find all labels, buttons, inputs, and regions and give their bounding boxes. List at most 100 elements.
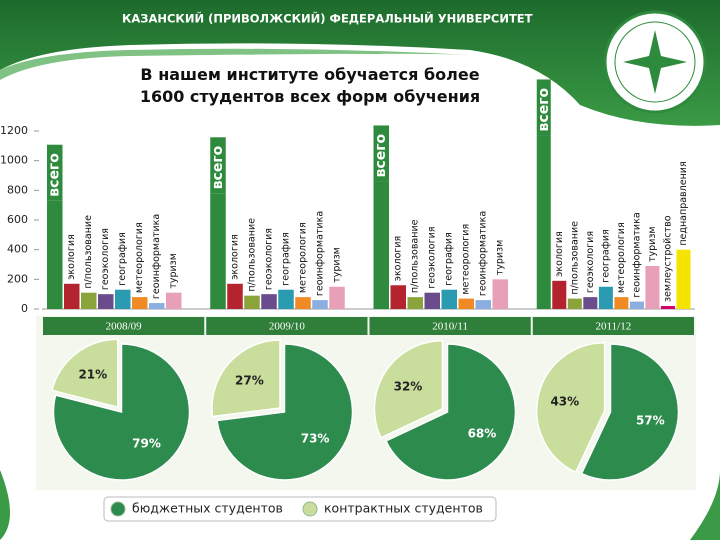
- bar: [81, 292, 97, 309]
- y-tick-label: 600: [7, 213, 28, 226]
- university-name: КАЗАНСКИЙ (ПРИВОЛЖСКИЙ) ФЕДЕРАЛЬНЫЙ УНИВ…: [122, 11, 533, 26]
- bar: [583, 297, 598, 309]
- series-label: землеустройство: [662, 215, 673, 302]
- bar: [312, 300, 328, 309]
- legend-swatch: [302, 501, 318, 517]
- total-label-box: [373, 125, 389, 182]
- series-label: география: [117, 232, 128, 286]
- series-label: туризм: [332, 247, 343, 283]
- series-label: геоинформатика: [478, 211, 489, 296]
- bar: [645, 265, 660, 309]
- header-band: [0, 0, 720, 126]
- series-label: п/пользование: [247, 218, 258, 292]
- bar: [64, 283, 80, 309]
- series-label: всего: [210, 145, 226, 189]
- pie-slice: [580, 343, 680, 481]
- year-cell: [43, 317, 205, 335]
- bar: [660, 306, 675, 309]
- series-label: метеорология: [616, 222, 627, 293]
- pie-slice: [384, 343, 517, 481]
- chart-title: В нашем институте обучается более 1600 с…: [139, 65, 481, 106]
- pie-slice: [211, 339, 281, 418]
- year-cell: [369, 317, 531, 335]
- logo-star: [623, 30, 687, 94]
- bar: [614, 297, 629, 309]
- series-label: геоинформатика: [631, 212, 642, 297]
- series-label: география: [600, 229, 611, 283]
- bar: [475, 300, 491, 309]
- bar: [98, 294, 114, 309]
- y-tick-label: 1000: [0, 154, 28, 167]
- series-label: экология: [554, 231, 565, 277]
- series-label: геоинформатика: [315, 211, 326, 296]
- total-label-box: [536, 79, 551, 136]
- y-tick-label: 200: [7, 272, 28, 285]
- pie-slice: [216, 343, 354, 481]
- bar: [47, 200, 63, 309]
- bar: [552, 280, 567, 309]
- series-label: туризм: [495, 240, 506, 276]
- bar: [244, 295, 260, 309]
- series-label: педнаправления: [678, 161, 689, 245]
- slice-label: 68%: [468, 426, 497, 440]
- logo-ring: [614, 21, 696, 103]
- series-label: всего: [373, 133, 389, 177]
- series-label: экология: [66, 234, 77, 280]
- bar: [676, 249, 691, 309]
- bar: [261, 294, 277, 309]
- bar: [115, 289, 131, 309]
- bar: [373, 181, 389, 309]
- slice-label: 57%: [636, 413, 665, 427]
- bar: [407, 297, 423, 309]
- bar: [567, 298, 582, 309]
- bar: [227, 283, 243, 309]
- pie-slice: [52, 343, 191, 481]
- x-tick-label: 2008/09: [106, 321, 143, 333]
- bar: [132, 297, 148, 309]
- year-cell: [206, 317, 368, 335]
- slice-label: 79%: [132, 437, 161, 451]
- series-label: метеорология: [134, 222, 145, 293]
- bar: [278, 289, 294, 309]
- y-tick-label: 400: [7, 243, 28, 256]
- series-label: геоэкология: [427, 226, 438, 288]
- y-tick-label: 800: [7, 183, 28, 196]
- series-label: экология: [230, 234, 241, 280]
- series-label: туризм: [647, 226, 658, 262]
- slice-label: 27%: [235, 374, 264, 388]
- bar: [598, 286, 613, 309]
- pie-slice: [51, 338, 119, 409]
- bar: [492, 279, 508, 309]
- series-label: география: [281, 232, 292, 286]
- total-label-box: [47, 144, 63, 201]
- legend-label: бюджетных студентов: [132, 501, 283, 516]
- series-label: геоэкология: [585, 231, 596, 293]
- series-label: метеорология: [298, 222, 309, 293]
- series-label: п/пользование: [569, 221, 580, 295]
- bar: [441, 289, 457, 309]
- legend-box: [103, 496, 497, 522]
- y-tick-label: 0: [21, 302, 28, 315]
- bar: [536, 135, 551, 309]
- bar: [295, 297, 311, 309]
- series-label: туризм: [168, 253, 179, 289]
- slice-label: 32%: [394, 379, 423, 393]
- bar: [390, 285, 406, 309]
- series-label: всего: [47, 153, 63, 197]
- legend-swatch: [110, 501, 126, 517]
- slice-label: 73%: [301, 431, 330, 445]
- legend-label: контрактных студентов: [324, 501, 483, 516]
- total-label-box: [210, 137, 226, 194]
- pie-slice: [373, 340, 444, 439]
- series-label: география: [444, 232, 455, 286]
- slice-label: 21%: [78, 368, 107, 382]
- year-cell: [532, 317, 694, 335]
- bar: [166, 292, 182, 309]
- slice-label: 43%: [550, 394, 579, 408]
- series-label: всего: [536, 87, 552, 131]
- series-label: п/пользование: [83, 215, 94, 289]
- series-label: геоэкология: [264, 228, 275, 290]
- series-label: метеорология: [461, 224, 472, 295]
- bar: [424, 292, 440, 309]
